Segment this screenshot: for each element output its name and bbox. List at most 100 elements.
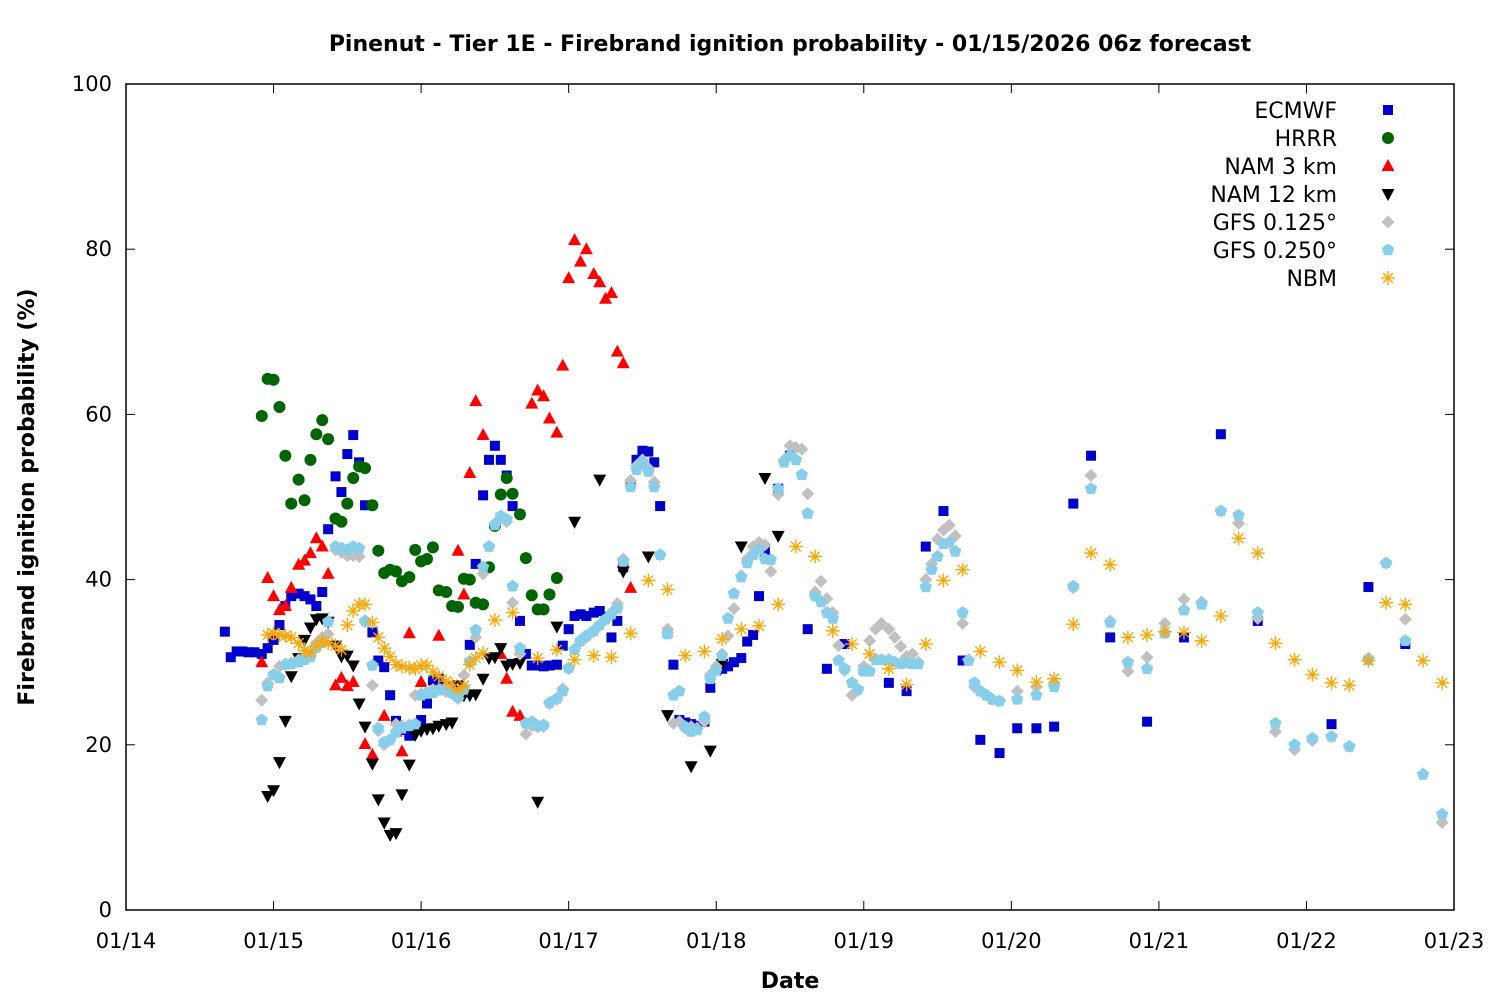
data-point xyxy=(764,553,777,565)
data-point xyxy=(298,494,311,507)
data-point xyxy=(690,723,704,736)
data-point xyxy=(346,675,360,688)
data-point xyxy=(372,544,385,557)
data-point xyxy=(1158,616,1172,630)
data-point xyxy=(862,646,877,661)
data-point xyxy=(299,591,310,602)
data-point xyxy=(383,649,398,664)
data-point xyxy=(563,624,574,635)
data-point xyxy=(764,564,778,578)
data-point xyxy=(513,658,527,671)
data-point xyxy=(606,632,617,643)
data-point xyxy=(844,637,859,652)
data-point xyxy=(918,637,933,652)
legend-marker-icon xyxy=(1382,132,1394,144)
data-point xyxy=(321,566,335,579)
data-point xyxy=(1067,579,1080,592)
data-point xyxy=(366,659,379,671)
data-point xyxy=(727,602,741,616)
x-tick-label: 01/16 xyxy=(391,929,452,953)
data-point xyxy=(919,573,933,587)
data-point xyxy=(593,474,607,487)
data-point xyxy=(507,501,518,512)
data-point xyxy=(973,644,988,659)
data-point xyxy=(1047,680,1061,693)
data-point xyxy=(358,597,373,612)
data-point xyxy=(1326,719,1337,730)
data-point xyxy=(394,659,409,674)
data-point xyxy=(298,553,312,566)
data-point xyxy=(469,689,483,702)
data-point xyxy=(814,574,828,588)
data-point xyxy=(348,430,359,441)
data-point xyxy=(416,715,427,726)
data-point xyxy=(550,571,563,584)
data-point xyxy=(550,425,564,438)
data-point xyxy=(526,660,537,671)
data-point xyxy=(825,623,840,638)
data-point xyxy=(936,573,951,588)
data-point xyxy=(1195,597,1208,610)
data-point xyxy=(703,745,717,758)
data-point xyxy=(569,610,580,621)
data-point xyxy=(426,541,439,554)
data-point xyxy=(883,677,894,688)
data-point xyxy=(530,651,545,666)
data-point xyxy=(335,515,348,528)
data-point xyxy=(1232,508,1245,521)
data-point xyxy=(832,654,845,666)
data-point xyxy=(826,611,839,624)
data-point xyxy=(488,652,502,665)
data-point xyxy=(421,552,434,565)
data-point xyxy=(943,535,956,548)
data-point xyxy=(723,661,734,672)
data-point xyxy=(1010,663,1025,678)
data-point xyxy=(537,389,551,402)
data-point xyxy=(623,626,638,641)
data-point xyxy=(373,655,384,666)
data-point xyxy=(273,671,286,684)
data-point xyxy=(1177,592,1191,606)
data-point xyxy=(267,785,281,798)
data-point xyxy=(261,791,275,804)
legend-entry: GFS 0.250° xyxy=(1213,239,1395,264)
data-point xyxy=(660,582,675,597)
data-point xyxy=(1177,603,1191,616)
data-point xyxy=(705,682,716,693)
data-point xyxy=(821,663,832,674)
data-point xyxy=(1288,738,1301,751)
data-point xyxy=(267,373,280,386)
data-point xyxy=(1084,482,1098,494)
data-point xyxy=(303,546,317,559)
data-point xyxy=(624,580,638,593)
x-tick-label: 01/14 xyxy=(96,929,157,953)
data-point xyxy=(360,500,371,511)
data-point xyxy=(1140,650,1154,664)
data-point xyxy=(1142,716,1153,727)
data-point xyxy=(1269,716,1282,729)
data-point xyxy=(255,410,268,423)
data-point xyxy=(309,531,323,544)
data-point xyxy=(642,464,655,477)
legend-label: GFS 0.250° xyxy=(1213,239,1337,264)
data-point xyxy=(272,757,286,770)
data-point xyxy=(537,603,550,616)
data-point xyxy=(851,683,865,695)
data-point xyxy=(315,613,329,626)
data-point xyxy=(278,715,292,728)
data-point xyxy=(568,233,582,246)
data-point xyxy=(801,507,814,519)
plot-frame xyxy=(125,83,1455,911)
data-point xyxy=(544,660,555,671)
data-point xyxy=(1363,582,1374,593)
data-point xyxy=(624,480,637,493)
data-point xyxy=(648,480,661,493)
data-point xyxy=(478,490,489,501)
data-point xyxy=(1068,498,1079,509)
data-point xyxy=(1379,556,1393,569)
data-point xyxy=(956,616,970,630)
data-point xyxy=(311,601,322,612)
data-point xyxy=(881,661,896,676)
data-point xyxy=(531,383,545,396)
data-point xyxy=(298,634,312,647)
